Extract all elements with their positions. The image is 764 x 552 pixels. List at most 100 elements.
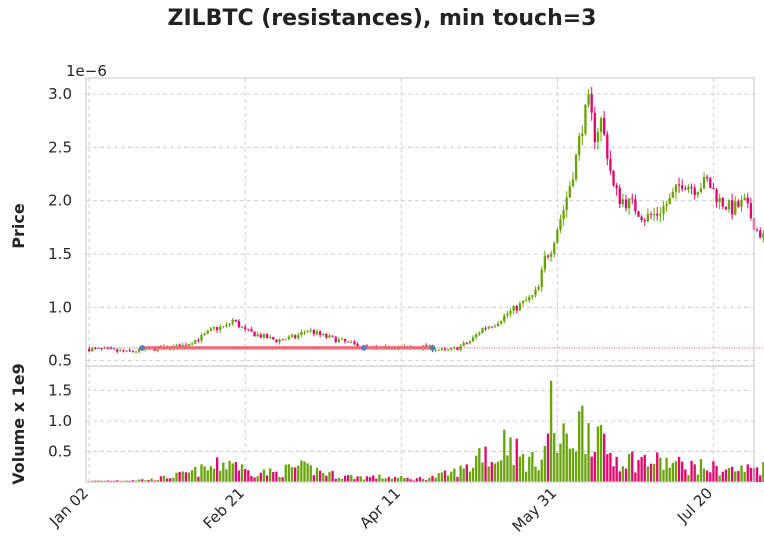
volume-bar	[581, 405, 584, 482]
candle-body	[443, 348, 447, 350]
volume-bar	[362, 479, 365, 482]
candle-body	[637, 211, 640, 217]
candle-body	[506, 313, 509, 316]
volume-bar	[512, 465, 515, 482]
volume-bar	[275, 471, 278, 482]
candle-body	[687, 186, 690, 190]
volume-bar	[721, 471, 724, 482]
candle-body	[721, 197, 724, 207]
candle-body	[287, 336, 291, 340]
volume-bar	[181, 471, 184, 482]
volume-bar	[428, 477, 431, 482]
candle-body	[91, 348, 94, 352]
volume-bar	[574, 451, 578, 482]
volume-bar	[387, 476, 390, 482]
volume-bars-group	[87, 380, 764, 482]
candle-body	[128, 350, 131, 352]
candle-body	[203, 333, 206, 336]
volume-bar	[150, 478, 153, 482]
volume-bar	[91, 480, 94, 482]
volume-bar	[484, 446, 487, 482]
candle-body	[87, 348, 91, 352]
candle-body	[618, 187, 621, 205]
volume-bar	[234, 461, 238, 482]
candle-body	[478, 332, 481, 335]
volume-bar	[649, 463, 653, 482]
candle-body	[727, 200, 731, 210]
volume-bar	[696, 474, 699, 482]
volume-bar	[353, 479, 356, 482]
candle-body	[762, 233, 764, 238]
candle-body	[184, 345, 188, 346]
candle-body	[587, 94, 590, 105]
volume-bar	[415, 478, 419, 482]
volume-bar	[222, 462, 225, 482]
candle-body	[759, 230, 762, 238]
x-tick-label: Apr 11	[356, 484, 404, 532]
candle-body	[624, 199, 628, 209]
volume-bar	[331, 471, 334, 482]
candle-body	[715, 189, 718, 203]
volume-bar	[131, 480, 134, 482]
volume-bar	[147, 479, 150, 482]
candle-body	[565, 197, 568, 211]
candle-body	[131, 351, 134, 352]
volume-bar	[431, 475, 434, 482]
volume-bar	[499, 460, 503, 482]
volume-bar	[412, 480, 415, 482]
volume-bar	[518, 456, 522, 482]
volume-bar	[659, 457, 662, 482]
volume-bar	[125, 480, 128, 482]
candle-body	[347, 341, 350, 343]
volume-bar	[247, 470, 250, 482]
candle-body	[175, 344, 178, 346]
x-axis-ticks: Jan 02 Feb 21 Apr 11 May 31 Jul 20	[45, 484, 716, 536]
candle-body	[322, 333, 325, 335]
candle-body	[197, 340, 200, 341]
volume-bar	[421, 478, 425, 482]
volume-bar	[256, 476, 259, 482]
candle-body	[353, 341, 356, 344]
candle-body	[250, 329, 253, 332]
volume-bar	[559, 443, 562, 482]
candle-body	[730, 200, 734, 215]
volume-bar	[262, 469, 266, 482]
candle-body	[634, 199, 637, 212]
volume-axis-ticks: 0.5 1.0 1.5	[48, 381, 72, 460]
candle-body	[546, 255, 550, 257]
candle-body	[571, 179, 575, 187]
candle-body	[740, 200, 743, 207]
volume-bar	[450, 471, 453, 482]
volume-bar	[284, 464, 287, 482]
candle-body	[646, 214, 650, 222]
volume-bar	[687, 474, 690, 482]
candle-body	[602, 117, 606, 135]
candle-body	[475, 334, 478, 338]
volume-bar	[656, 452, 659, 482]
volume-bar	[640, 457, 643, 482]
candle-body	[593, 112, 596, 143]
candle-body	[540, 269, 543, 287]
candle-body	[228, 323, 231, 325]
volume-bar	[109, 480, 113, 482]
price-grid	[86, 78, 754, 366]
candle-body	[116, 349, 119, 352]
volume-bar	[100, 480, 103, 482]
volume-bar	[465, 464, 468, 482]
candle-body	[481, 328, 484, 333]
volume-bar	[443, 470, 447, 482]
volume-bar	[209, 466, 213, 482]
candle-body	[499, 321, 503, 324]
candle-body	[440, 348, 444, 350]
volume-bar	[306, 463, 309, 482]
volume-bar	[590, 456, 593, 482]
volume-bar	[671, 462, 675, 482]
volume-bar	[587, 423, 590, 482]
volume-bar	[584, 454, 587, 482]
volume-bar	[375, 478, 378, 482]
volume-bar	[215, 457, 219, 482]
x-tick-label: Jan 02	[45, 484, 92, 531]
volume-bar	[565, 433, 568, 482]
volume-bar	[187, 472, 191, 482]
